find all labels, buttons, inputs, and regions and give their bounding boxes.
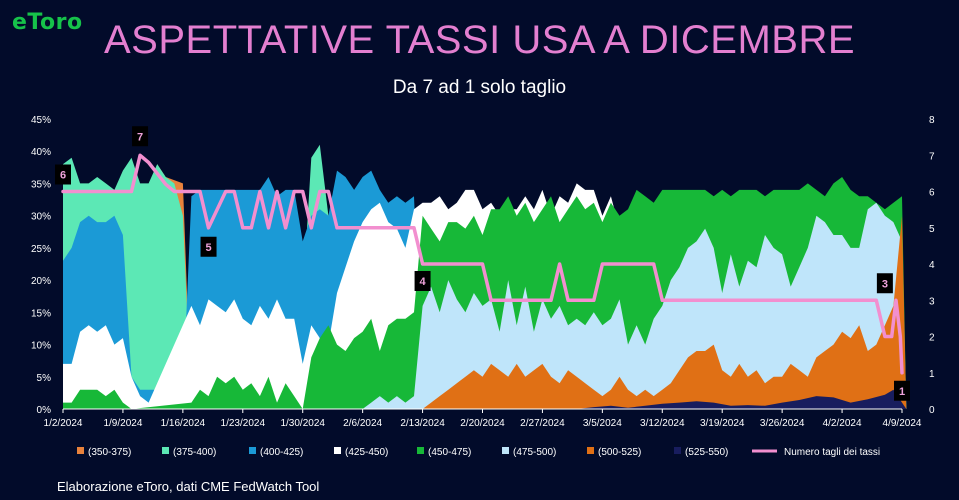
legend-label: (525-550): [685, 447, 728, 458]
y-left-tick-label: 20%: [31, 276, 51, 287]
y-left-tick-label: 35%: [31, 179, 51, 190]
annotation-label: 6: [55, 164, 71, 185]
legend-label: (450-475): [428, 447, 471, 458]
area-series-6: [362, 215, 907, 409]
y-right-tick-label: 3: [929, 296, 935, 307]
legend-swatch: [162, 447, 169, 454]
y-right-tick-label: 1: [929, 369, 935, 380]
x-tick-label: 3/12/2024: [640, 418, 685, 429]
annotation-text: 5: [205, 242, 211, 254]
legend-label: (375-400): [173, 447, 216, 458]
y-right-tick-label: 2: [929, 333, 935, 344]
x-tick-label: 1/30/2024: [280, 418, 325, 429]
chart-title: ASPETTATIVE TASSI USA A DICEMBRE: [103, 18, 856, 62]
legend-item: (400-425): [249, 447, 303, 458]
x-tick-label: 2/20/2024: [460, 418, 505, 429]
legend-swatch: [587, 447, 594, 454]
annotation-text: 7: [137, 131, 143, 143]
area-series-1: [63, 144, 333, 410]
area-series-7: [576, 389, 907, 409]
legend-label: (400-425): [260, 447, 303, 458]
legend-item: (375-400): [162, 447, 216, 458]
annotation-box: [894, 380, 910, 401]
line-series-tagli: [61, 153, 904, 375]
legend-item: Numero tagli dei tassi: [752, 447, 880, 458]
legend-swatch: [674, 447, 681, 454]
legend-swatch: [502, 447, 509, 454]
x-tick-label: 1/23/2024: [221, 418, 266, 429]
y-right-tick-label: 0: [929, 405, 935, 416]
y-left-tick-label: 5%: [37, 373, 52, 384]
y-left-tick-label: 45%: [31, 115, 51, 126]
annotation-label: 5: [200, 236, 217, 257]
legend-item: (450-475): [417, 447, 471, 458]
y-left-tick-label: 25%: [31, 244, 51, 255]
x-tick-label: 3/26/2024: [760, 418, 805, 429]
annotation-box: [876, 273, 893, 294]
annotation-text: 1: [899, 386, 905, 398]
x-tick-label: 1/9/2024: [103, 418, 142, 429]
legend-label: Numero tagli dei tassi: [784, 447, 880, 458]
annotation-box: [55, 164, 71, 185]
x-tick-label: 1/16/2024: [161, 418, 206, 429]
annotation-box: [132, 126, 149, 147]
etoro-logo: eToro: [12, 10, 83, 35]
x-tick-label: 3/19/2024: [700, 418, 745, 429]
legend-swatch: [249, 447, 256, 454]
legend-item: (525-550): [674, 447, 728, 458]
annotation-label: 7: [132, 126, 149, 147]
annotation-box: [414, 271, 431, 291]
x-tick-label: 3/5/2024: [583, 418, 622, 429]
annotation-label: 1: [894, 380, 910, 401]
x-tick-label: 2/13/2024: [400, 418, 445, 429]
y-right-tick-label: 6: [929, 188, 935, 199]
annotation-text: 3: [882, 278, 888, 290]
legend-item: (425-450): [334, 447, 388, 458]
y-right-tick-label: 4: [929, 260, 935, 271]
legend-item: (500-525): [587, 447, 641, 458]
annotation-label: 3: [876, 273, 893, 294]
legend-label: (350-375): [88, 447, 131, 458]
annotation-label: 4: [414, 271, 431, 291]
annotation-text: 4: [420, 276, 427, 288]
area-series-5: [362, 202, 907, 409]
y-right-tick-label: 7: [929, 151, 935, 162]
legend-label: (500-525): [598, 447, 641, 458]
annotation-text: 6: [60, 170, 66, 182]
y-left-tick-label: 0%: [37, 405, 52, 416]
legend-item: (350-375): [77, 447, 131, 458]
legend-swatch: [334, 447, 341, 454]
x-tick-label: 4/9/2024: [883, 418, 922, 429]
x-tick-label: 2/27/2024: [520, 418, 565, 429]
x-tick-label: 2/6/2024: [343, 418, 382, 429]
y-right-tick-label: 8: [929, 115, 935, 126]
legend-label: (425-450): [345, 447, 388, 458]
legend-swatch: [417, 447, 424, 454]
legend-item: (475-500): [502, 447, 556, 458]
annotation-box: [200, 236, 217, 257]
chart-subtitle: Da 7 ad 1 solo taglio: [392, 77, 567, 98]
y-right-tick-label: 5: [929, 224, 935, 235]
y-left-tick-label: 15%: [31, 308, 51, 319]
y-left-tick-label: 10%: [31, 341, 51, 352]
source-footer: Elaborazione eToro, dati CME FedWatch To…: [57, 479, 320, 494]
legend-swatch: [77, 447, 84, 454]
y-left-tick-label: 40%: [31, 147, 51, 158]
x-tick-label: 4/2/2024: [823, 418, 862, 429]
y-left-tick-label: 30%: [31, 212, 51, 223]
legend-label: (475-500): [513, 447, 556, 458]
x-tick-label: 1/2/2024: [44, 418, 83, 429]
